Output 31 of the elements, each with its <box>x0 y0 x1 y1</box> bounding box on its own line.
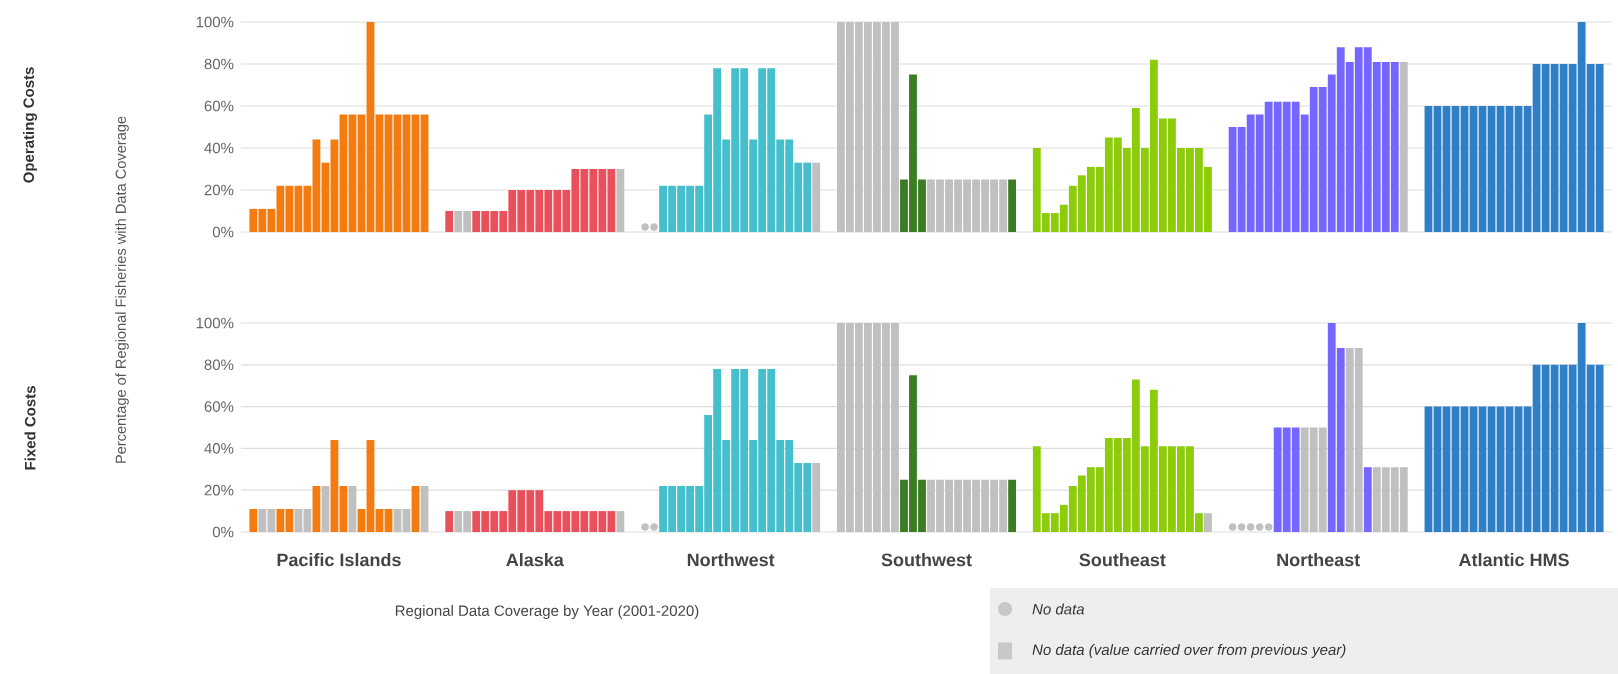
bar <box>812 463 821 532</box>
x-tick-label: Northwest <box>687 553 775 567</box>
x-tick-label: Southeast <box>1079 553 1166 567</box>
y-tick-label: 60% <box>204 100 234 112</box>
y-tick-label: 20% <box>204 184 234 196</box>
x-tick-label: Pacific Islands <box>277 553 401 567</box>
bar <box>1204 513 1212 532</box>
bar <box>1399 61 1408 232</box>
y-tick-label: 40% <box>204 142 234 154</box>
y-tick-label: 20% <box>204 484 234 496</box>
y-tick-label: 80% <box>204 58 234 70</box>
y-tick-label: 0% <box>212 226 234 238</box>
y-tick-label: 40% <box>204 443 234 454</box>
x-axis-title: Regional Data Coverage by Year (2001-2020) <box>395 605 699 619</box>
x-tick-label: Atlantic HMS <box>1459 553 1569 567</box>
bar <box>616 511 625 532</box>
text: Percentage of Regional Fisheries with Data Coverage <box>115 116 129 463</box>
y-tick-label: 100% <box>196 317 234 329</box>
text: No data (value carried over from previous year) <box>1032 644 1346 658</box>
x-tick-label: Southwest <box>881 553 972 567</box>
y-axis-title: Fixed Costs <box>24 386 36 470</box>
y-tick-label: 100% <box>196 16 234 28</box>
y-tick-label: 80% <box>204 359 234 371</box>
y-tick-label: 60% <box>204 401 234 412</box>
bar <box>616 168 625 232</box>
text: No data <box>1032 603 1085 615</box>
x-tick-label: Alaska <box>506 553 564 567</box>
bar <box>812 162 821 232</box>
x-tick-label: Northeast <box>1277 553 1360 567</box>
y-tick-label: 0% <box>212 526 234 538</box>
y-axis-title: Operating Costs <box>23 67 38 183</box>
